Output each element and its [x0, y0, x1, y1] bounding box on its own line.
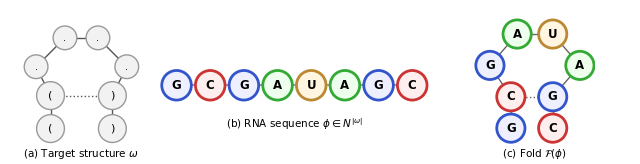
- Text: (: (: [49, 124, 52, 133]
- Text: G: G: [172, 79, 181, 92]
- Circle shape: [476, 51, 504, 80]
- Text: .: .: [35, 62, 38, 72]
- Circle shape: [36, 82, 65, 110]
- Text: G: G: [374, 79, 383, 92]
- Text: A: A: [273, 79, 282, 92]
- Text: G: G: [485, 59, 495, 72]
- Circle shape: [497, 83, 525, 111]
- Text: ): ): [110, 124, 115, 133]
- Circle shape: [229, 71, 259, 100]
- Text: C: C: [548, 122, 557, 135]
- Circle shape: [86, 26, 110, 50]
- Text: C: C: [408, 79, 417, 92]
- Text: C: C: [506, 90, 515, 103]
- Circle shape: [397, 71, 427, 100]
- Text: ): ): [110, 91, 115, 101]
- Circle shape: [263, 71, 292, 100]
- Text: .: .: [63, 33, 67, 43]
- Circle shape: [99, 82, 126, 110]
- Text: A: A: [575, 59, 584, 72]
- Circle shape: [99, 115, 126, 143]
- Text: A: A: [513, 28, 522, 41]
- Text: U: U: [548, 28, 557, 41]
- Circle shape: [115, 55, 139, 79]
- Text: G: G: [548, 90, 557, 103]
- Circle shape: [53, 26, 77, 50]
- Text: C: C: [206, 79, 214, 92]
- Text: (: (: [49, 91, 52, 101]
- Circle shape: [539, 20, 567, 48]
- Circle shape: [330, 71, 360, 100]
- Circle shape: [539, 83, 567, 111]
- Text: (a) Target structure $\omega$: (a) Target structure $\omega$: [24, 147, 140, 161]
- Circle shape: [24, 55, 48, 79]
- Circle shape: [497, 114, 525, 142]
- Circle shape: [503, 20, 531, 48]
- Circle shape: [36, 115, 65, 143]
- Text: (c) Fold $\mathcal{F}(\phi)$: (c) Fold $\mathcal{F}(\phi)$: [502, 147, 568, 161]
- Text: .: .: [125, 62, 128, 72]
- Text: A: A: [340, 79, 349, 92]
- Circle shape: [296, 71, 326, 100]
- Text: U: U: [307, 79, 316, 92]
- Circle shape: [162, 71, 191, 100]
- Text: .: .: [97, 33, 99, 43]
- Circle shape: [566, 51, 594, 80]
- Text: (b) RNA sequence $\phi \in N^{|\omega|}$: (b) RNA sequence $\phi \in N^{|\omega|}$: [226, 116, 363, 132]
- Text: G: G: [506, 122, 516, 135]
- Text: G: G: [239, 79, 249, 92]
- Circle shape: [195, 71, 225, 100]
- Circle shape: [364, 71, 394, 100]
- Circle shape: [539, 114, 567, 142]
